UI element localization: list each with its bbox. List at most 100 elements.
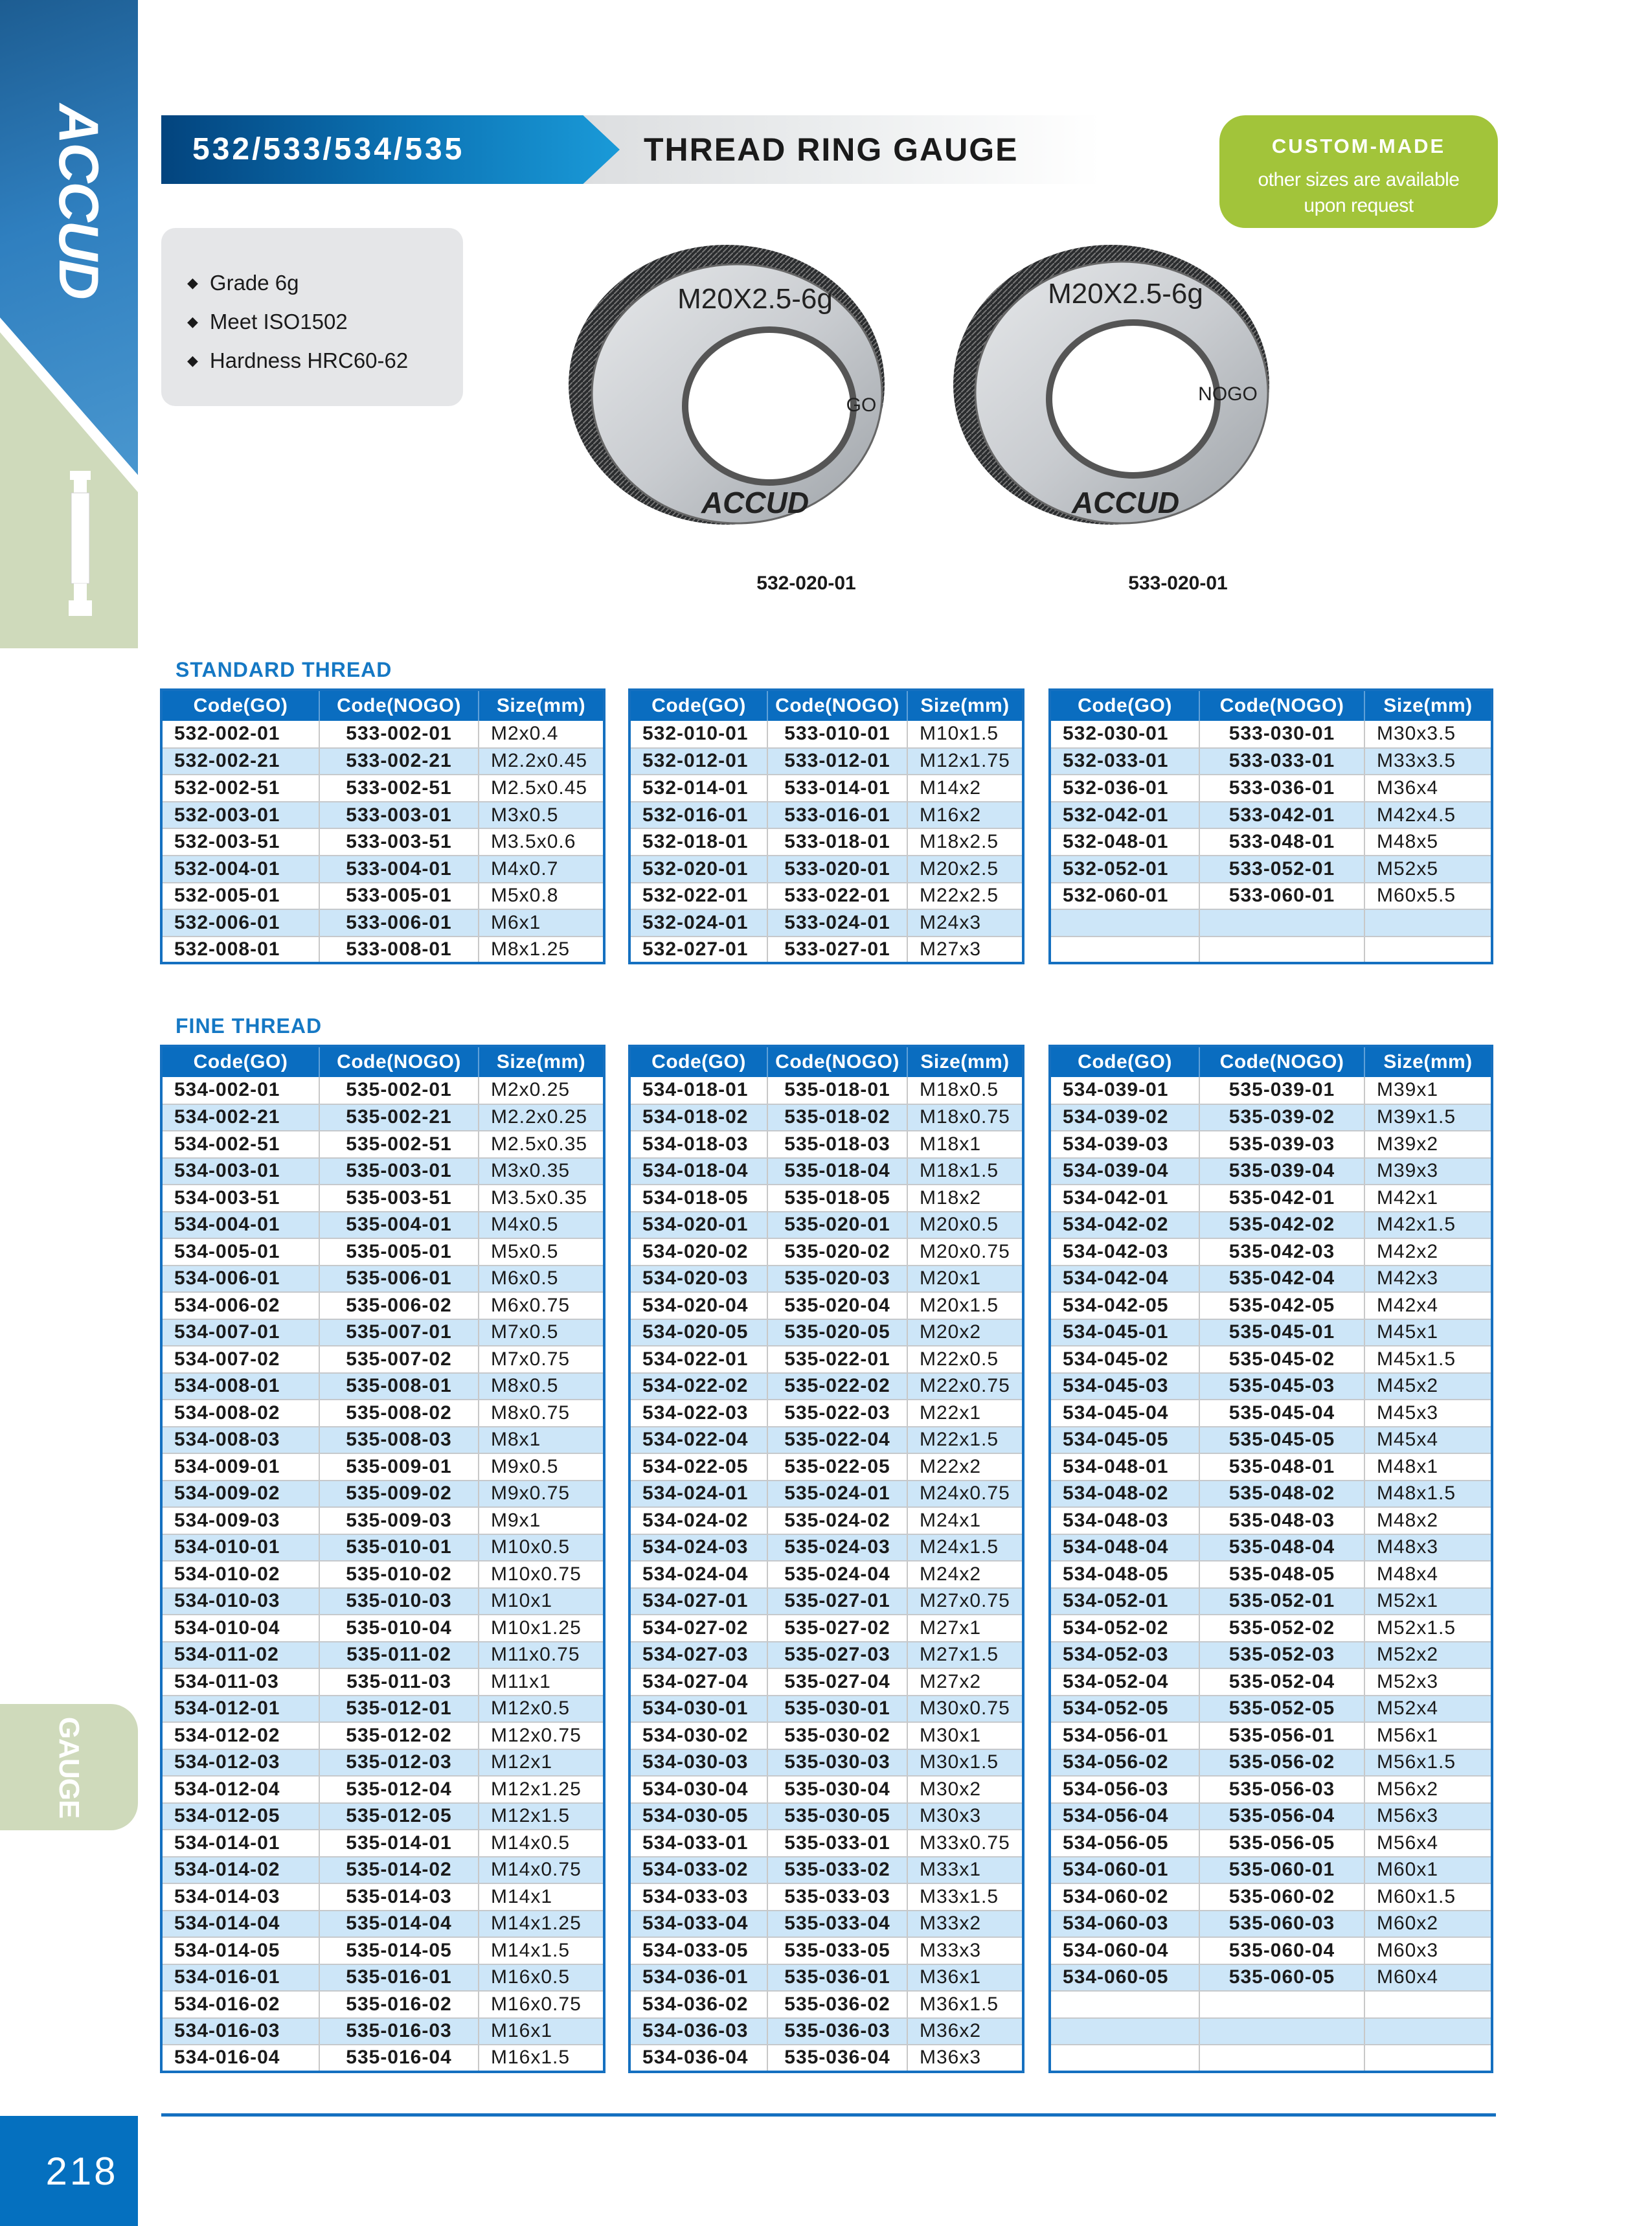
code-nogo-cell: 533-020-01 <box>767 855 908 883</box>
size-cell: M22x2.5 <box>907 882 1024 911</box>
code-nogo-cell: 535-030-02 <box>767 1722 908 1750</box>
table-row <box>1050 2045 1493 2073</box>
code-nogo-cell: 535-052-04 <box>1199 1668 1365 1696</box>
code-nogo-cell: 535-048-05 <box>1199 1561 1365 1589</box>
size-cell: M56x4 <box>1364 1830 1493 1857</box>
size-cell: M33x0.75 <box>907 1830 1024 1857</box>
table-row <box>1050 1991 1493 2019</box>
header-title-band <box>583 115 1101 184</box>
table-row: 534-016-03 535-016-03 M16x1 <box>161 2017 605 2045</box>
code-go-cell: 534-027-02 <box>629 1615 768 1642</box>
code-go-cell: 534-027-01 <box>629 1587 768 1615</box>
code-nogo-cell: 535-003-01 <box>319 1157 479 1185</box>
size-cell: M18x1.5 <box>907 1157 1024 1185</box>
go-product-label: 532-020-01 <box>756 573 856 594</box>
code-go-cell: 534-033-04 <box>629 1910 768 1938</box>
code-go-cell: 534-052-03 <box>1050 1641 1200 1669</box>
code-go-cell: 534-018-03 <box>629 1131 768 1159</box>
code-nogo-cell: 533-012-01 <box>767 747 908 776</box>
code-go-cell: 534-042-04 <box>1050 1265 1200 1293</box>
size-cell: M4x0.5 <box>479 1211 605 1239</box>
table-row: 534-014-04 535-014-04 M14x1.25 <box>161 1910 605 1938</box>
table-row: 534-045-04 535-045-04 M45x3 <box>1050 1400 1493 1427</box>
size-cell: M6x0.75 <box>479 1292 605 1320</box>
table-row: 534-011-03 535-011-03 M11x1 <box>161 1668 605 1696</box>
code-go-cell: 532-003-01 <box>161 801 320 830</box>
size-cell: M24x1 <box>907 1507 1024 1535</box>
code-go-cell: 534-024-04 <box>629 1561 768 1589</box>
code-go-cell: 534-014-05 <box>161 1937 320 1965</box>
size-cell: M48x1.5 <box>1364 1480 1493 1508</box>
size-cell: M60x2 <box>1364 1910 1493 1938</box>
size-cell: M52x2 <box>1364 1641 1493 1669</box>
table-row: 534-010-03 535-010-03 M10x1 <box>161 1587 605 1615</box>
code-go-cell: 534-010-03 <box>161 1587 320 1615</box>
code-go-cell: 534-024-02 <box>629 1507 768 1535</box>
code-go-cell: 534-011-02 <box>161 1641 320 1669</box>
code-go-cell <box>1050 1991 1200 2019</box>
size-cell: M9x1 <box>479 1507 605 1535</box>
code-nogo-cell: 535-045-01 <box>1199 1319 1365 1346</box>
size-cell: M60x4 <box>1364 1964 1493 1992</box>
code-nogo-cell: 535-009-02 <box>319 1480 479 1508</box>
table-row: 532-008-01 533-008-01 M8x1.25 <box>161 936 605 964</box>
brand-logo-text: ACCUD <box>47 103 109 299</box>
section-tab-gauge[interactable]: GAUGE <box>0 1704 138 1830</box>
table-row: 532-006-01 533-006-01 M6x1 <box>161 909 605 937</box>
table-row: 534-048-02 535-048-02 M48x1.5 <box>1050 1480 1493 1508</box>
code-go-cell: 534-018-02 <box>629 1104 768 1131</box>
code-nogo-cell: 535-008-02 <box>319 1400 479 1427</box>
size-cell: M14x0.5 <box>479 1830 605 1857</box>
code-nogo-cell: 533-002-21 <box>319 747 479 776</box>
table-row: 532-033-01 533-033-01 M33x3.5 <box>1050 747 1493 776</box>
code-go-cell: 534-039-01 <box>1050 1077 1200 1105</box>
code-go-cell: 534-030-04 <box>629 1776 768 1804</box>
size-cell <box>1364 2017 1493 2045</box>
size-cell: M12x0.5 <box>479 1695 605 1723</box>
table-row: 534-045-02 535-045-02 M45x1.5 <box>1050 1346 1493 1374</box>
table-row: 534-022-02 535-022-02 M22x0.75 <box>629 1372 1024 1400</box>
size-cell: M60x5.5 <box>1364 882 1493 911</box>
table-row: 534-042-05 535-042-05 M42x4 <box>1050 1292 1493 1320</box>
table-row: 534-012-03 535-012-03 M12x1 <box>161 1749 605 1777</box>
brand-logo: ACCUD <box>26 81 130 321</box>
code-nogo-cell: 533-002-01 <box>319 721 479 749</box>
code-nogo-cell: 533-006-01 <box>319 909 479 937</box>
table-row: 534-033-05 535-033-05 M33x3 <box>629 1937 1024 1965</box>
code-go-cell: 534-027-04 <box>629 1668 768 1696</box>
code-nogo-cell: 535-056-01 <box>1199 1722 1365 1750</box>
size-cell: M6x0.5 <box>479 1265 605 1293</box>
size-cell: M45x2 <box>1364 1372 1493 1400</box>
column-header: Code(GO) <box>1050 1046 1200 1077</box>
size-cell: M24x3 <box>907 909 1024 937</box>
table-row: 532-012-01 533-012-01 M12x1.75 <box>629 747 1024 776</box>
table-row: 534-016-01 535-016-01 M16x0.5 <box>161 1964 605 1992</box>
table-row: 534-024-03 535-024-03 M24x1.5 <box>629 1534 1024 1562</box>
code-go-cell: 534-007-02 <box>161 1346 320 1374</box>
code-go-cell: 532-022-01 <box>629 882 768 911</box>
badge-line-1: other sizes are available <box>1258 169 1460 190</box>
size-cell: M52x1 <box>1364 1587 1493 1615</box>
size-cell: M18x2.5 <box>907 828 1024 856</box>
feature-text: Grade 6g <box>209 271 299 295</box>
code-go-cell: 534-012-02 <box>161 1722 320 1750</box>
size-cell: M52x3 <box>1364 1668 1493 1696</box>
code-nogo-cell: 535-039-02 <box>1199 1104 1365 1131</box>
code-nogo-cell: 535-033-01 <box>767 1830 908 1857</box>
diamond-bullet-icon: ◆ <box>187 313 198 330</box>
code-go-cell: 532-003-51 <box>161 828 320 856</box>
code-go-cell: 534-020-03 <box>629 1265 768 1293</box>
column-header: Size(mm) <box>479 690 605 721</box>
code-nogo-cell: 535-039-04 <box>1199 1157 1365 1185</box>
size-cell: M56x3 <box>1364 1802 1493 1830</box>
size-cell: M27x1.5 <box>907 1641 1024 1669</box>
table-row: 534-010-01 535-010-01 M10x0.5 <box>161 1534 605 1562</box>
table-row: 534-020-05 535-020-05 M20x2 <box>629 1319 1024 1346</box>
code-nogo-cell: 535-039-01 <box>1199 1077 1365 1105</box>
table-row: 534-012-02 535-012-02 M12x0.75 <box>161 1722 605 1750</box>
size-cell: M2x0.25 <box>479 1077 605 1105</box>
table-row: 534-030-01 535-030-01 M30x0.75 <box>629 1695 1024 1723</box>
code-go-cell: 534-009-03 <box>161 1507 320 1535</box>
code-nogo-cell: 535-045-04 <box>1199 1400 1365 1427</box>
table-row: 534-014-03 535-014-03 M14x1 <box>161 1883 605 1911</box>
